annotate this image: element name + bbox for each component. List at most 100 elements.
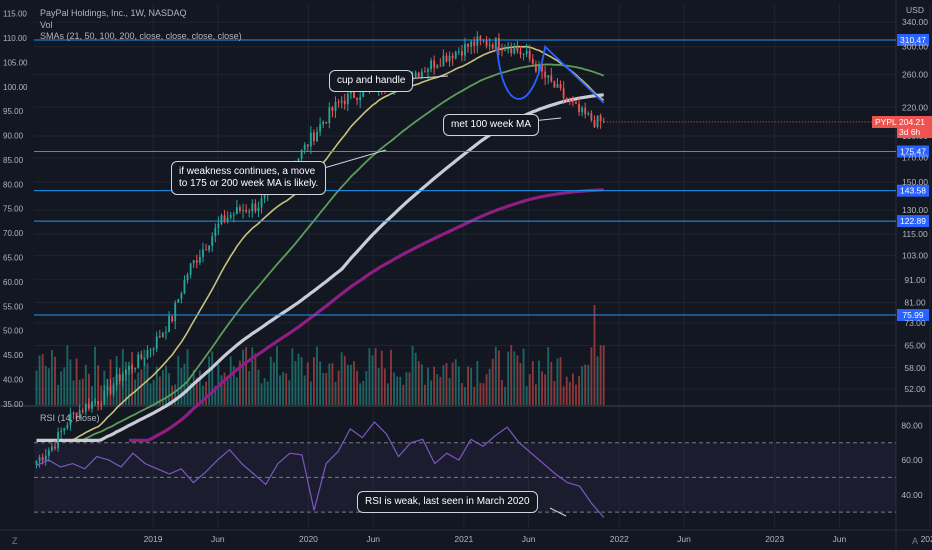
price-axis-title: USD <box>906 5 924 15</box>
volume-bar <box>57 384 60 405</box>
volume-bar <box>408 372 411 405</box>
last-price-value: 204.21 <box>899 117 925 127</box>
volume-bar <box>313 357 315 405</box>
volume-bar <box>516 355 519 405</box>
candle-body <box>124 370 127 375</box>
price-axis-tick: 65.00 <box>904 341 926 351</box>
time-axis-tick: 2022 <box>610 534 629 544</box>
candle-body <box>451 55 454 59</box>
volume-bar <box>399 376 402 405</box>
volume-bar <box>50 349 53 405</box>
candle-body <box>322 122 325 125</box>
candle-body <box>174 302 177 322</box>
volume-bar <box>186 349 189 405</box>
candle-body <box>177 299 180 303</box>
candle-body <box>57 432 60 449</box>
candle-body <box>587 113 590 115</box>
candle-body <box>460 51 463 56</box>
volume-bar <box>464 386 466 405</box>
left-axis-tick: 90.00 <box>3 132 24 141</box>
annotation-cup-handle: cup and handle <box>329 70 414 92</box>
price-axis-tick: 81.00 <box>904 298 926 308</box>
volume-bar <box>177 355 180 405</box>
left-axis-tick: 35.00 <box>3 400 24 409</box>
volume-bar <box>470 367 473 405</box>
candle-body <box>91 401 93 409</box>
volume-bar <box>257 369 260 405</box>
candle-body <box>547 75 550 78</box>
volume-bar <box>390 349 392 405</box>
level-price-label: 310.47 <box>900 35 926 45</box>
volume-bar <box>152 380 155 405</box>
candle-body <box>553 81 556 88</box>
candle-body <box>430 60 433 70</box>
candle-body <box>578 103 580 113</box>
volume-bar <box>405 372 408 405</box>
timezone-icon[interactable]: Z <box>12 536 18 546</box>
volume-bar <box>473 386 476 405</box>
volume-bar <box>445 363 448 405</box>
volume-bar <box>198 370 201 405</box>
candle-body <box>198 256 201 263</box>
candle-body <box>513 47 516 54</box>
volume-bar <box>266 381 269 405</box>
candle-body <box>226 217 229 221</box>
volume-bar <box>54 356 56 405</box>
candle-body <box>195 260 198 263</box>
volume-bar <box>433 366 436 405</box>
volume-bar <box>565 376 568 405</box>
volume-bar <box>402 384 405 405</box>
time-axis-tick: Jun <box>522 534 536 544</box>
volume-bar <box>578 376 580 405</box>
candle-body <box>146 350 149 358</box>
left-axis-tick: 110.00 <box>3 34 27 43</box>
candle-body <box>183 279 186 294</box>
candle-body <box>559 84 562 89</box>
candle-body <box>590 113 593 121</box>
candle-body <box>84 403 87 412</box>
volume-bar <box>393 372 396 405</box>
volume-bar <box>118 374 121 405</box>
candle-body <box>337 101 340 103</box>
volume-bar <box>457 366 460 405</box>
volume-bar <box>448 377 451 405</box>
volume-legend: Vol <box>40 20 53 30</box>
candle-body <box>467 43 469 47</box>
volume-bar <box>75 358 78 405</box>
left-axis-tick: 115.00 <box>3 10 27 19</box>
volume-bar <box>282 372 285 405</box>
auto-scale-icon[interactable]: A <box>912 536 919 546</box>
candle-body <box>568 99 571 101</box>
candle-body <box>66 425 69 429</box>
candle-body <box>562 88 565 98</box>
left-axis-tick: 100.00 <box>3 83 28 92</box>
candle-body <box>488 44 491 46</box>
volume-bar <box>168 373 170 405</box>
volume-bar <box>427 367 429 405</box>
candle-body <box>581 107 584 113</box>
candle-body <box>550 75 553 82</box>
candle-body <box>504 49 506 51</box>
candle-body <box>340 100 343 103</box>
candle-body <box>263 194 266 199</box>
candle-body <box>192 260 195 264</box>
candle-body <box>350 90 352 94</box>
volume-bar <box>41 354 44 405</box>
candle-body <box>41 457 44 461</box>
candle-body <box>239 207 241 211</box>
volume-bar <box>541 371 543 405</box>
candle-body <box>121 374 124 381</box>
level-price-tag <box>897 145 929 158</box>
candle-body <box>205 249 207 251</box>
price-axis-tick: 115.00 <box>902 229 928 239</box>
rsi-axis-tick: 80.00 <box>901 420 923 430</box>
volume-bar <box>334 381 337 405</box>
price-axis-tick: 130.00 <box>902 205 928 215</box>
volume-bar <box>346 364 349 405</box>
left-axis-tick: 85.00 <box>3 156 24 165</box>
volume-bar <box>279 375 281 405</box>
volume-bar <box>47 368 50 405</box>
volume-bar <box>587 364 590 405</box>
candle-body <box>448 55 451 62</box>
